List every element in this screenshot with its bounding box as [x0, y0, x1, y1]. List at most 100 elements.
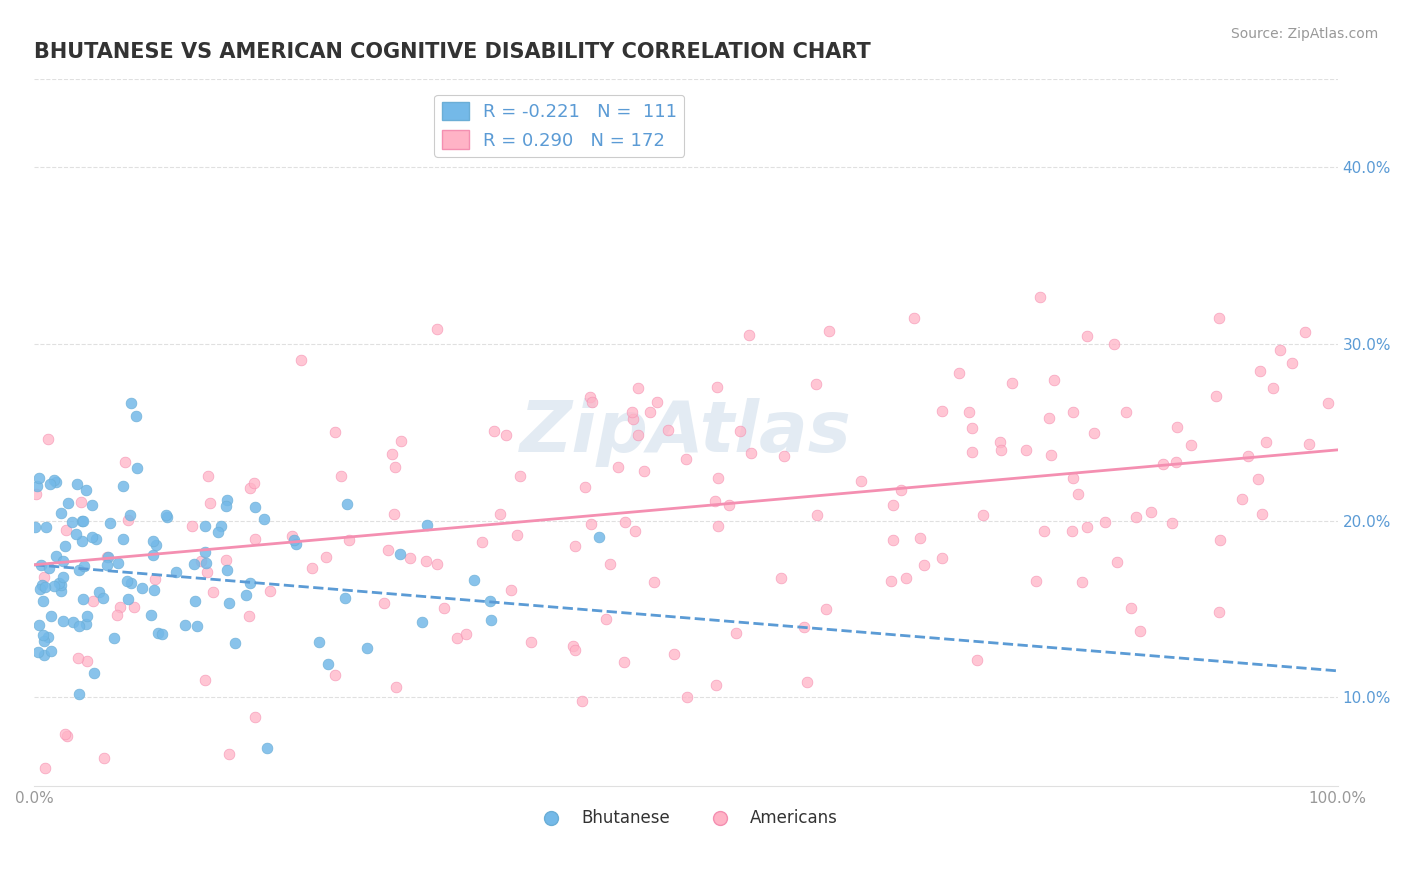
Point	[45, 549, 67, 563]
Point	[381, 447, 404, 461]
Point	[645, 394, 668, 409]
Point	[115, 574, 138, 588]
Point	[329, 469, 352, 483]
Point	[243, 710, 266, 724]
Point	[1281, 356, 1303, 370]
Point	[323, 667, 346, 681]
Point	[150, 627, 173, 641]
Point	[82, 498, 104, 512]
Point	[53, 727, 76, 741]
Point	[281, 529, 304, 543]
Point	[110, 600, 132, 615]
Point	[356, 641, 378, 656]
Point	[704, 678, 727, 692]
Point	[97, 550, 120, 565]
Point	[1261, 381, 1284, 395]
Point	[772, 449, 794, 463]
Point	[1033, 524, 1056, 539]
Point	[52, 570, 75, 584]
Point	[91, 591, 114, 606]
Point	[373, 596, 395, 610]
Point	[1062, 524, 1084, 538]
Point	[384, 459, 406, 474]
Point	[245, 533, 267, 547]
Point	[41, 608, 63, 623]
Point	[207, 524, 229, 539]
Point	[84, 532, 107, 546]
Point	[155, 508, 177, 522]
Point	[60, 515, 83, 529]
Point	[52, 614, 75, 628]
Point	[283, 533, 305, 548]
Point	[27, 645, 49, 659]
Point	[1043, 373, 1066, 387]
Point	[806, 508, 828, 522]
Point	[120, 576, 142, 591]
Point	[24, 519, 46, 533]
Point	[194, 545, 217, 559]
Point	[127, 460, 149, 475]
Point	[34, 648, 56, 662]
Point	[389, 434, 412, 449]
Point	[27, 617, 49, 632]
Point	[1094, 515, 1116, 529]
Point	[215, 563, 238, 577]
Point	[183, 557, 205, 571]
Point	[44, 579, 66, 593]
Point	[336, 497, 359, 511]
Point	[37, 432, 59, 446]
Point	[193, 519, 215, 533]
Point	[880, 574, 903, 588]
Point	[105, 607, 128, 622]
Point	[728, 424, 751, 438]
Point	[1076, 520, 1098, 534]
Point	[638, 405, 661, 419]
Point	[25, 479, 48, 493]
Point	[337, 533, 360, 547]
Point	[83, 666, 105, 681]
Point	[49, 578, 72, 592]
Point	[107, 556, 129, 570]
Point	[75, 483, 97, 498]
Point	[399, 551, 422, 566]
Point	[595, 612, 617, 626]
Point	[39, 477, 62, 491]
Point	[70, 533, 93, 548]
Point	[98, 516, 121, 530]
Point	[426, 558, 449, 572]
Point	[42, 473, 65, 487]
Point	[45, 475, 67, 489]
Point	[463, 573, 485, 587]
Point	[1268, 343, 1291, 357]
Point	[1298, 437, 1320, 451]
Point	[195, 556, 218, 570]
Point	[520, 635, 543, 649]
Point	[676, 690, 699, 704]
Point	[58, 496, 80, 510]
Point	[165, 565, 187, 579]
Point	[32, 594, 55, 608]
Point	[478, 594, 501, 608]
Point	[960, 420, 983, 434]
Point	[818, 325, 841, 339]
Point	[131, 582, 153, 596]
Point	[988, 435, 1011, 450]
Point	[141, 608, 163, 623]
Point	[35, 520, 58, 534]
Point	[218, 596, 240, 610]
Point	[48, 575, 70, 590]
Point	[1254, 434, 1277, 449]
Point	[76, 608, 98, 623]
Point	[1115, 405, 1137, 419]
Point	[1062, 471, 1084, 485]
Point	[315, 550, 337, 565]
Point	[643, 575, 665, 590]
Point	[903, 310, 925, 325]
Point	[184, 593, 207, 607]
Point	[484, 425, 506, 439]
Point	[1230, 492, 1253, 507]
Point	[1083, 425, 1105, 440]
Point	[707, 519, 730, 533]
Point	[112, 479, 135, 493]
Point	[156, 510, 179, 524]
